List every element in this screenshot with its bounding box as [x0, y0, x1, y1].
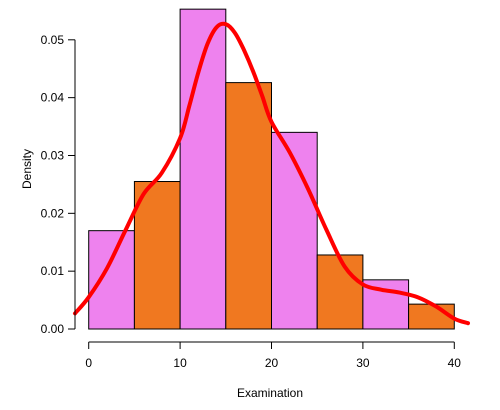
x-tick-label: 40	[448, 356, 462, 370]
x-axis-title: Examination	[237, 386, 303, 400]
density-curve	[73, 21, 470, 326]
x-tick-label: 30	[356, 356, 370, 370]
x-axis: 0 10 20 30 40	[85, 341, 462, 370]
x-tick-label: 10	[173, 356, 187, 370]
y-tick-label: 0.02	[41, 206, 65, 220]
histogram-bar	[133, 181, 181, 330]
x-tick-label: 0	[85, 356, 92, 370]
histogram-bars	[88, 8, 455, 330]
y-axis: 0.00 0.01 0.02 0.03 0.04 0.05	[41, 33, 76, 336]
y-tick-label: 0.03	[41, 148, 65, 162]
y-tick-label: 0.04	[41, 91, 65, 105]
y-tick-label: 0.01	[41, 264, 65, 278]
histogram-bar	[88, 230, 135, 330]
y-axis-title: Density	[20, 149, 34, 189]
y-tick-label: 0.05	[41, 33, 65, 47]
histogram-bar	[225, 82, 272, 330]
y-tick-label: 0.00	[41, 322, 65, 336]
histogram-bar	[316, 254, 364, 330]
x-tick-label: 20	[265, 356, 279, 370]
